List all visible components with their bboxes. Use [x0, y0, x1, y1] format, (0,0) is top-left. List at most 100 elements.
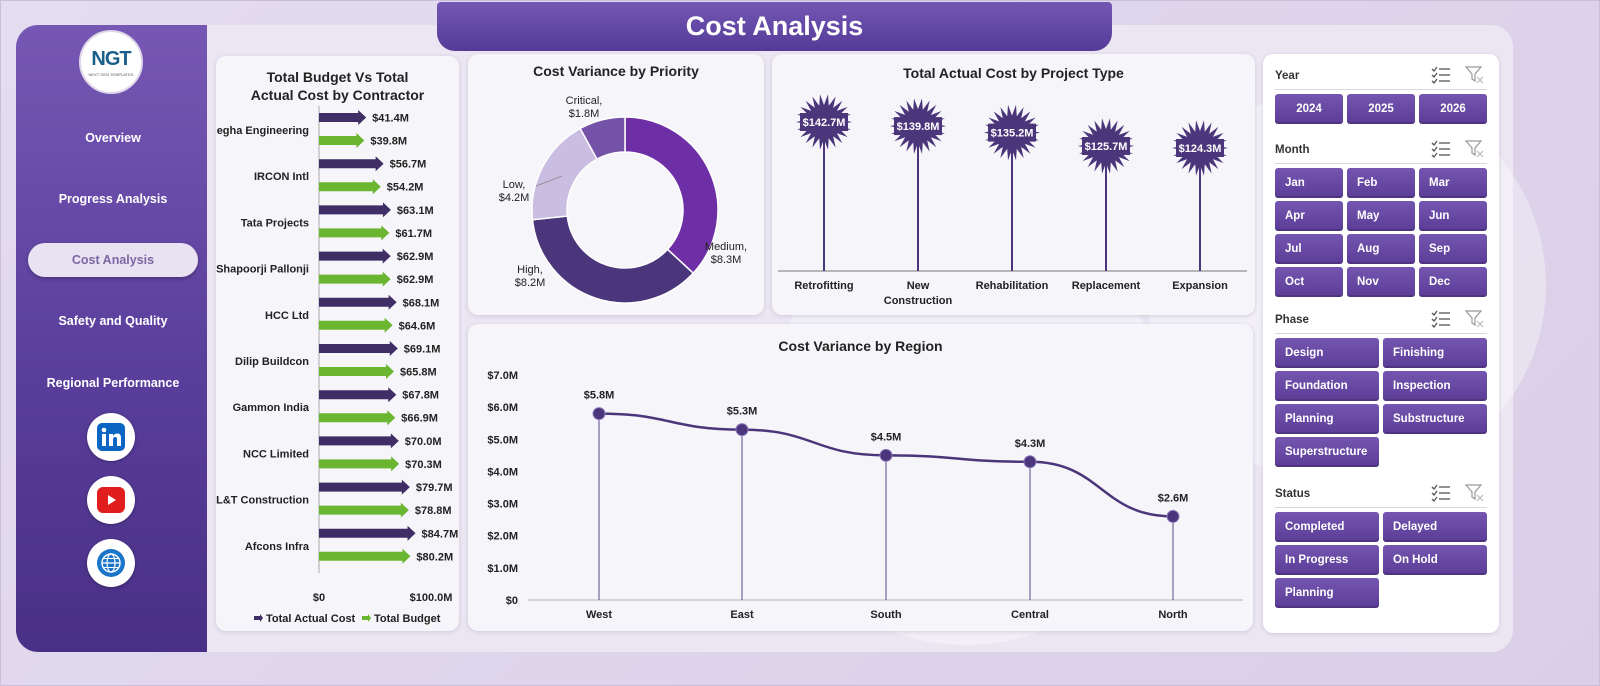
month-nov-button[interactable]: Nov [1347, 267, 1415, 297]
month-mar-button[interactable]: Mar [1419, 168, 1487, 198]
category-label: L&T Construction [216, 495, 309, 507]
month-sep-button[interactable]: Sep [1419, 234, 1487, 264]
status-completed-button[interactable]: Completed [1275, 512, 1379, 542]
donut-value-label: $8.2M [515, 277, 546, 289]
status-slicer-label: Status [1275, 488, 1311, 500]
company-logo[interactable]: NGT NEXT GEN TEMPLATES [79, 30, 143, 94]
status-delayed-button[interactable]: Delayed [1383, 512, 1487, 542]
budget-bar [319, 456, 400, 472]
clear-filter-icon[interactable] [1465, 310, 1485, 328]
actual-cost-bar [319, 110, 367, 125]
bar-value-label: $125.7M [1085, 141, 1128, 153]
month-aug-button[interactable]: Aug [1347, 234, 1415, 264]
logo-text: NGT [91, 47, 131, 70]
bar-value-label: $139.8M [897, 121, 940, 133]
month-jul-button[interactable]: Jul [1275, 234, 1343, 264]
value-label-bg [988, 123, 1036, 142]
category-label: Gammon India [233, 402, 310, 414]
category-label: Expansion [1172, 280, 1228, 292]
clear-filter-icon[interactable] [1465, 66, 1485, 84]
data-value-label: $5.3M [727, 406, 758, 418]
category-label: Retrofitting [794, 280, 853, 292]
clear-filter-icon[interactable] [1465, 484, 1485, 502]
bar-value-label: $54.2M [387, 182, 424, 194]
logo-subtext: NEXT GEN TEMPLATES [88, 71, 134, 77]
value-label-bg [894, 117, 942, 136]
multi-select-icon[interactable] [1431, 484, 1451, 502]
donut-value-label: $1.8M [569, 108, 600, 120]
data-point [879, 448, 893, 462]
month-slicer-label: Month [1275, 144, 1310, 156]
phase-superstructure-button[interactable]: Superstructure [1275, 437, 1379, 467]
multi-select-icon[interactable] [1431, 66, 1451, 84]
status-in-progress-button[interactable]: In Progress [1275, 545, 1379, 575]
month-jan-button[interactable]: Jan [1275, 168, 1343, 198]
y-tick-label: $2.0M [487, 531, 518, 543]
year-slicer-header: Year [1275, 66, 1487, 90]
linkedin-icon [97, 423, 125, 451]
year-2025-button[interactable]: 2025 [1347, 94, 1415, 124]
status-planning-button[interactable]: Planning [1275, 578, 1379, 608]
status-on-hold-button[interactable]: On Hold [1383, 545, 1487, 575]
month-may-button[interactable]: May [1347, 201, 1415, 231]
sidebar-item-cost-analysis[interactable]: Cost Analysis [28, 243, 198, 277]
donut-label: Low, [503, 179, 526, 191]
phase-finishing-button[interactable]: Finishing [1383, 338, 1487, 368]
donut-value-label: $8.3M [711, 254, 742, 266]
page-title: Cost Analysis [437, 2, 1112, 51]
budget-bar [319, 179, 381, 195]
globe-icon [97, 549, 125, 577]
month-dec-button[interactable]: Dec [1419, 267, 1487, 297]
budget-bar [319, 364, 395, 379]
category-label: Afcons Infra [245, 541, 310, 553]
month-slicer-header: Month [1275, 140, 1487, 164]
donut-label: High, [517, 264, 543, 276]
project-type-chart-card: Total Actual Cost by Project Type $142.7… [772, 54, 1255, 315]
data-point [592, 407, 606, 421]
budget-bar [319, 410, 396, 426]
month-jun-button[interactable]: Jun [1419, 201, 1487, 231]
donut-value-label: $4.2M [499, 192, 530, 204]
bar-value-label: $56.7M [390, 159, 427, 171]
actual-cost-bar [319, 479, 410, 495]
bar-value-label: $78.8M [415, 505, 452, 517]
y-tick-label: $6.0M [487, 402, 518, 414]
year-2024-button[interactable]: 2024 [1275, 94, 1343, 124]
bar-value-label: $69.1M [404, 344, 441, 356]
bar-value-label: $64.6M [399, 320, 436, 332]
priority-chart-title: Cost Variance by Priority [533, 63, 699, 79]
phase-slicer-header: Phase [1275, 310, 1487, 334]
youtube-button[interactable] [87, 476, 135, 524]
bar-value-label: $124.3M [1179, 143, 1222, 155]
phase-substructure-button[interactable]: Substructure [1383, 404, 1487, 434]
multi-select-icon[interactable] [1431, 310, 1451, 328]
donut-slice-medium [624, 116, 719, 275]
sidebar-item-progress-analysis[interactable]: Progress Analysis [58, 192, 168, 206]
donut-slice-critical [579, 116, 626, 161]
actual-cost-bar [319, 387, 397, 403]
sidebar-item-overview[interactable]: Overview [85, 131, 141, 145]
budget-bar [319, 548, 411, 564]
phase-inspection-button[interactable]: Inspection [1383, 371, 1487, 401]
year-2026-button[interactable]: 2026 [1419, 94, 1487, 124]
value-label-bg [800, 113, 848, 131]
category-label: Dilip Buildcon [235, 356, 309, 368]
x-tick-label: $100.0M [410, 592, 453, 604]
sidebar-item-safety-and-quality[interactable]: Safety and Quality [58, 314, 168, 328]
phase-planning-button[interactable]: Planning [1275, 404, 1379, 434]
month-oct-button[interactable]: Oct [1275, 267, 1343, 297]
website-button[interactable] [87, 539, 135, 587]
phase-foundation-button[interactable]: Foundation [1275, 371, 1379, 401]
y-tick-label: $7.0M [487, 370, 518, 382]
bar-value-label: $70.3M [405, 459, 442, 471]
month-apr-button[interactable]: Apr [1275, 201, 1343, 231]
status-slicer-header: Status [1275, 484, 1487, 508]
y-tick-label: $3.0M [487, 499, 518, 511]
month-feb-button[interactable]: Feb [1347, 168, 1415, 198]
linkedin-button[interactable] [87, 413, 135, 461]
category-label: Rehabilitation [976, 280, 1049, 292]
multi-select-icon[interactable] [1431, 140, 1451, 158]
phase-design-button[interactable]: Design [1275, 338, 1379, 368]
sidebar-item-regional-performance[interactable]: Regional Performance [46, 376, 180, 390]
clear-filter-icon[interactable] [1465, 140, 1485, 158]
